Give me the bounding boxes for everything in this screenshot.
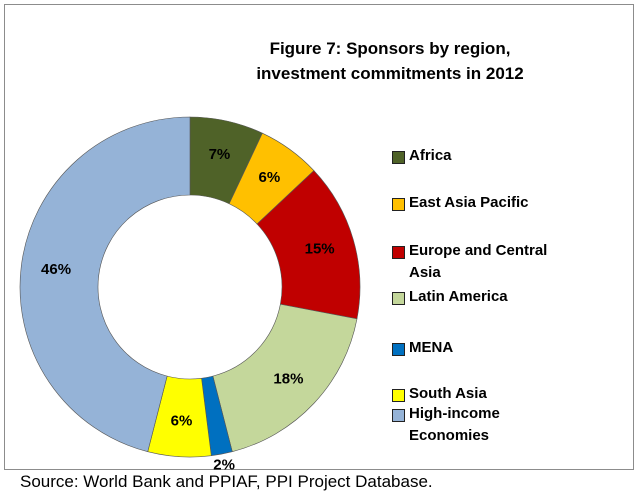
legend-label: High-income Economies <box>409 405 500 444</box>
legend-swatch <box>392 246 405 259</box>
legend-swatch <box>392 343 405 356</box>
data-label: 46% <box>41 261 71 278</box>
legend-swatch <box>392 198 405 211</box>
data-label: 2% <box>213 457 235 474</box>
data-label: 6% <box>259 169 281 186</box>
legend-label: East Asia Pacific <box>409 194 529 211</box>
data-label: 6% <box>171 413 193 430</box>
legend-entry: Latin America <box>392 288 567 308</box>
legend-entry: South Asia <box>392 385 567 405</box>
chart-title: Figure 7: Sponsors by region, investment… <box>256 39 524 83</box>
legend-entry: MENA <box>392 339 567 359</box>
data-label: 15% <box>305 240 335 257</box>
legend-entry: Africa <box>392 147 567 167</box>
legend-entry: High-income Economies <box>392 405 567 447</box>
legend-entry: Europe and Central Asia <box>392 242 567 284</box>
legend-swatch <box>392 292 405 305</box>
legend-label: Europe and Central Asia <box>409 242 548 281</box>
chart-frame <box>4 4 634 470</box>
legend-label: Africa <box>409 147 452 164</box>
legend-entry: East Asia Pacific <box>392 194 567 214</box>
data-label: 18% <box>273 370 303 387</box>
legend-swatch <box>392 389 405 402</box>
legend-swatch <box>392 409 405 422</box>
donut-slice <box>19 116 191 453</box>
legend-label: South Asia <box>409 385 487 402</box>
legend-swatch <box>392 151 405 164</box>
legend-label: Latin America <box>409 288 508 305</box>
legend-label: MENA <box>409 339 454 356</box>
data-label: 7% <box>209 146 231 163</box>
source-note: Source: World Bank and PPIAF, PPI Projec… <box>20 472 433 491</box>
